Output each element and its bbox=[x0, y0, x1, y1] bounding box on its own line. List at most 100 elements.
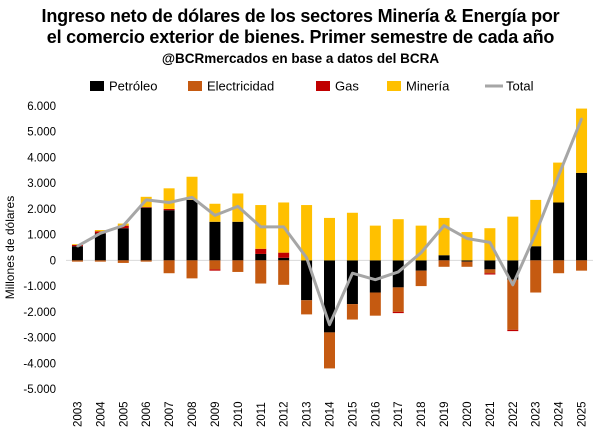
x-tick-label: 2024 bbox=[554, 401, 566, 427]
bar-petroleo-2021 bbox=[484, 260, 496, 270]
point-total-2011 bbox=[259, 225, 262, 229]
x-tick-label: 2014 bbox=[325, 401, 337, 427]
bar-mineria-2009 bbox=[209, 203, 221, 222]
point-total-2021 bbox=[488, 241, 492, 244]
legend-label: Total bbox=[506, 79, 534, 94]
bar-electricidad-2003 bbox=[71, 260, 83, 262]
y-axis-label: Millones de dólares bbox=[3, 196, 17, 299]
point-total-2019 bbox=[442, 224, 446, 227]
x-tick-label: 2020 bbox=[462, 401, 474, 427]
point-total-2005 bbox=[122, 224, 125, 227]
x-tick-label: 2018 bbox=[416, 401, 428, 427]
point-total-2024 bbox=[557, 174, 560, 177]
point-total-2007 bbox=[167, 201, 171, 204]
bar-electricidad-2013 bbox=[301, 300, 313, 315]
x-tick-label: 2025 bbox=[577, 401, 589, 427]
bars-layer bbox=[71, 108, 588, 369]
bar-electricidad-2021 bbox=[484, 269, 496, 274]
bar-electricidad-2022 bbox=[507, 279, 519, 330]
bar-petroleo-2020 bbox=[461, 260, 473, 262]
legend: Petróleo Electricidad Gas Minería Total bbox=[90, 79, 534, 94]
bar-mineria-2018 bbox=[415, 225, 427, 261]
bar-electricidad-2007 bbox=[163, 260, 175, 274]
point-total-2004 bbox=[99, 232, 102, 235]
bar-petroleo-2008 bbox=[186, 199, 198, 261]
bar-mineria-2004 bbox=[94, 230, 106, 232]
bar-petroleo-2019 bbox=[438, 255, 450, 261]
point-total-2015 bbox=[351, 272, 354, 275]
y-tick-label: -1.000 bbox=[23, 281, 56, 293]
bar-petroleo-2015 bbox=[346, 260, 358, 305]
x-tick-label: 2006 bbox=[141, 401, 153, 427]
bar-electricidad-2018 bbox=[415, 270, 427, 287]
bar-mineria-2015 bbox=[346, 212, 358, 261]
point-total-2022 bbox=[511, 283, 515, 287]
bar-electricidad-2023 bbox=[530, 260, 542, 293]
x-tick-label: 2008 bbox=[187, 401, 199, 427]
point-total-2017 bbox=[397, 270, 400, 274]
x-tick-label: 2003 bbox=[72, 401, 84, 427]
bar-gas-2022 bbox=[507, 329, 519, 332]
bar-mineria-2019 bbox=[438, 217, 450, 256]
bar-mineria-2014 bbox=[324, 217, 335, 261]
point-total-2023 bbox=[534, 232, 537, 235]
bar-gas-2009 bbox=[209, 269, 221, 271]
x-tick-label: 2011 bbox=[256, 402, 268, 427]
bar-mineria-2017 bbox=[392, 219, 404, 261]
legend-swatch bbox=[188, 81, 202, 91]
bar-mineria-2013 bbox=[301, 205, 313, 261]
x-tick-label: 2009 bbox=[210, 401, 222, 427]
y-tick-label: 2.000 bbox=[27, 204, 56, 216]
x-tick-label: 2010 bbox=[233, 401, 245, 427]
x-tick-label: 2005 bbox=[118, 401, 130, 427]
bar-electricidad-2014 bbox=[324, 332, 335, 369]
point-total-2009 bbox=[213, 214, 217, 217]
total-line-layer bbox=[76, 117, 583, 327]
bar-electricidad-2006 bbox=[140, 260, 152, 262]
legend-label: Gas bbox=[335, 79, 359, 94]
bar-petroleo-2004 bbox=[94, 233, 106, 261]
chart-subtitle: @BCRmercados en base a datos del BCRA bbox=[161, 51, 440, 66]
point-total-2008 bbox=[190, 196, 194, 199]
chart-title-line-2: el comercio exterior de bienes. Primer s… bbox=[46, 27, 555, 47]
x-tick-label: 2012 bbox=[279, 401, 291, 427]
y-tick-label: 1.000 bbox=[27, 230, 56, 242]
legend-item-petroleo: Petróleo bbox=[90, 79, 157, 94]
bar-petroleo-2016 bbox=[369, 260, 381, 293]
x-tick-label: 2019 bbox=[439, 401, 451, 427]
bar-petroleo-2007 bbox=[163, 210, 175, 261]
x-tick-label: 2017 bbox=[393, 401, 405, 427]
point-total-2025 bbox=[580, 117, 583, 121]
bar-petroleo-2009 bbox=[209, 221, 221, 261]
bar-mineria-2022 bbox=[507, 216, 519, 261]
bar-petroleo-2006 bbox=[140, 207, 152, 261]
x-tick-label: 2015 bbox=[347, 401, 359, 427]
bar-electricidad-2011 bbox=[255, 260, 267, 284]
bar-mineria-2024 bbox=[553, 162, 565, 203]
x-tick-label: 2021 bbox=[485, 401, 497, 427]
bar-gas-2006 bbox=[140, 207, 152, 208]
chart-title-line-1: Ingreso neto de dólares de los sectores … bbox=[41, 6, 560, 26]
x-tick-label: 2004 bbox=[95, 401, 107, 427]
legend-label: Minería bbox=[406, 79, 450, 94]
x-tick-label: 2016 bbox=[370, 401, 382, 427]
bar-petroleo-2022 bbox=[507, 260, 519, 280]
legend-item-mineria: Minería bbox=[387, 79, 450, 94]
x-tick-label: 2013 bbox=[302, 401, 314, 427]
bar-petroleo-2023 bbox=[530, 246, 542, 261]
legend-label: Petróleo bbox=[109, 79, 157, 94]
y-tick-label: 4.000 bbox=[27, 152, 56, 164]
bar-gas-2017 bbox=[392, 311, 404, 314]
legend-item-gas: Gas bbox=[316, 79, 359, 94]
bar-electricidad-2009 bbox=[209, 260, 221, 270]
bar-petroleo-2024 bbox=[553, 202, 565, 261]
legend-label: Electricidad bbox=[207, 79, 274, 94]
x-axis: 2003 2004 2005 2006 2007 2008 2009 2010 2011 2012… bbox=[72, 401, 588, 427]
y-tick-label: -2.000 bbox=[23, 307, 56, 319]
bar-petroleo-2014 bbox=[324, 260, 335, 333]
bar-petroleo-2005 bbox=[117, 228, 129, 261]
y-tick-label: 6.000 bbox=[27, 101, 56, 113]
bar-petroleo-2013 bbox=[301, 260, 313, 301]
bar-electricidad-2005 bbox=[117, 260, 129, 263]
bar-mineria-2016 bbox=[369, 225, 381, 261]
